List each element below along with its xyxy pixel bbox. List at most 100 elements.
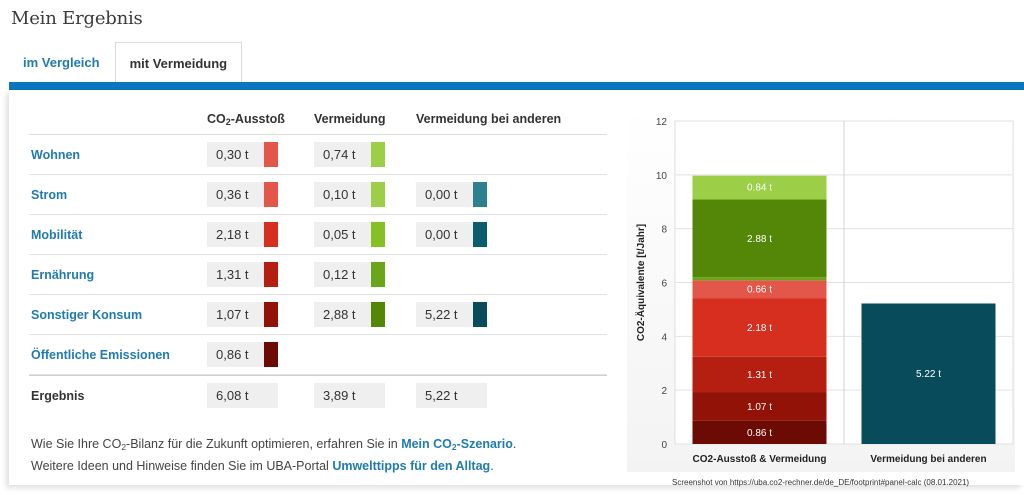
category-link[interactable]: Strom bbox=[31, 187, 68, 202]
ausstoss-value: 1,07 t bbox=[207, 302, 264, 327]
y-tick-label: 4 bbox=[661, 332, 667, 343]
vermeidung-value: 0,05 t bbox=[314, 222, 371, 247]
result-table: CO2-Ausstoß Vermeidung Vermeidung bei an… bbox=[29, 104, 607, 415]
ausstoss-value: 0,86 t bbox=[207, 342, 264, 367]
result-tabs: im Vergleich mit Vermeidung bbox=[8, 42, 243, 83]
bar-segment bbox=[861, 303, 996, 444]
total-ausstoss: 6,08 t bbox=[207, 383, 278, 408]
bar-data-label: 1.31 t bbox=[747, 370, 772, 381]
bar-data-label: 2.18 t bbox=[747, 323, 772, 334]
andere-value: 0,00 t bbox=[416, 182, 473, 207]
vermeidung-cell: 0,74 t bbox=[314, 142, 416, 167]
stacked-bar-chart: 0 2 4 6 8 10 12 CO2-Äquivalente [t/Jahr] 0.86 t 1… bbox=[634, 117, 1014, 465]
category-link[interactable]: Sonstiger Konsum bbox=[31, 307, 143, 322]
andere-color-swatch bbox=[473, 182, 487, 207]
andere-value: 0,00 t bbox=[416, 222, 473, 247]
x-tick-label: Vermeidung bei anderen bbox=[870, 454, 986, 465]
ausstoss-cell: 2,18 t bbox=[207, 222, 314, 247]
bar-segment bbox=[692, 356, 827, 393]
andere-color-swatch bbox=[473, 302, 487, 327]
table-row-total: Ergebnis 6,08 t 3,89 t 5,22 t bbox=[29, 375, 607, 415]
table-row: Öffentliche Emissionen 0,86 t bbox=[29, 335, 607, 375]
vermeidung-value: 0,74 t bbox=[314, 142, 371, 167]
table-row: Mobilität 2,18 t 0,05 t 0,00 t bbox=[29, 215, 607, 255]
vermeidung-color-swatch bbox=[371, 182, 385, 207]
vermeidung-value: 0,12 t bbox=[314, 262, 371, 287]
y-axis-label: CO2-Äquivalente [t/Jahr] bbox=[634, 224, 647, 341]
link-mein-co2-szenario[interactable]: Mein CO2-Szenario bbox=[401, 437, 513, 452]
tab-mit-vermeidung[interactable]: mit Vermeidung bbox=[114, 42, 243, 83]
hint-text: Wie Sie Ihre CO2-Bilanz für die Zukunft … bbox=[31, 435, 516, 476]
table-row: Ernährung 1,31 t 0,12 t bbox=[29, 255, 607, 295]
hint-line-1: Wie Sie Ihre CO2-Bilanz für die Zukunft … bbox=[31, 437, 517, 452]
header-vermeidung-andere: Vermeidung bei anderen bbox=[416, 112, 562, 126]
ausstoss-cell: 1,07 t bbox=[207, 302, 314, 327]
bar-data-label: 0.84 t bbox=[747, 182, 772, 193]
y-tick-label: 12 bbox=[656, 117, 668, 128]
ausstoss-color-swatch bbox=[264, 262, 278, 287]
hint-line-2: Weitere Ideen und Hinweise finden Sie im… bbox=[31, 459, 494, 473]
bar-data-label: 0.86 t bbox=[747, 428, 772, 439]
andere-color-swatch bbox=[473, 222, 487, 247]
vermeidung-cell: 0,10 t bbox=[314, 182, 416, 207]
ausstoss-value: 2,18 t bbox=[207, 222, 264, 247]
ausstoss-color-swatch bbox=[264, 182, 278, 207]
vermeidung-color-swatch bbox=[371, 302, 385, 327]
vermeidung-cell: 0,05 t bbox=[314, 222, 416, 247]
vermeidung-cell: 2,88 t bbox=[314, 302, 416, 327]
bar-data-label: 0.66 t bbox=[747, 285, 772, 296]
tab-im-vergleich[interactable]: im Vergleich bbox=[23, 54, 100, 70]
ausstoss-value: 1,31 t bbox=[207, 262, 264, 287]
ausstoss-cell: 0,86 t bbox=[207, 342, 314, 367]
table-row: Wohnen 0,30 t 0,74 t bbox=[29, 135, 607, 175]
category-link[interactable]: Wohnen bbox=[31, 147, 81, 162]
bar-segment bbox=[692, 199, 827, 278]
table-header: CO2-Ausstoß Vermeidung Vermeidung bei an… bbox=[29, 104, 607, 135]
ausstoss-cell: 1,31 t bbox=[207, 262, 314, 287]
bar-segment bbox=[692, 277, 827, 281]
bar-segment bbox=[692, 392, 827, 421]
y-tick-label: 8 bbox=[661, 225, 667, 236]
header-co2-ausstoss: CO2-Ausstoß bbox=[207, 111, 285, 127]
category-link[interactable]: Öffentliche Emissionen bbox=[31, 347, 170, 362]
vermeidung-color-swatch bbox=[371, 262, 385, 287]
ausstoss-cell: 0,36 t bbox=[207, 182, 314, 207]
x-tick-label: CO2-Ausstoß & Vermeidung bbox=[693, 454, 827, 465]
header-vermeidung: Vermeidung bbox=[314, 112, 386, 126]
screenshot-credit: Screenshot von https://uba.co2-rechner.d… bbox=[672, 478, 970, 487]
andere-cell: 0,00 t bbox=[416, 222, 586, 247]
andere-cell: 0,00 t bbox=[416, 182, 586, 207]
ausstoss-cell: 0,30 t bbox=[207, 142, 314, 167]
andere-cell: 5,22 t bbox=[416, 302, 586, 327]
ausstoss-value: 0,36 t bbox=[207, 182, 264, 207]
bar-segment bbox=[692, 175, 827, 199]
vermeidung-color-swatch bbox=[371, 222, 385, 247]
vermeidung-cell: 0,12 t bbox=[314, 262, 416, 287]
vermeidung-value: 2,88 t bbox=[314, 302, 371, 327]
category-link[interactable]: Mobilität bbox=[31, 227, 83, 242]
category-link[interactable]: Ernährung bbox=[31, 267, 95, 282]
bar-segment bbox=[692, 280, 827, 299]
andere-value: 5,22 t bbox=[416, 302, 473, 327]
vermeidung-color-swatch bbox=[371, 142, 385, 167]
link-umwelttipps[interactable]: Umwelttipps für den Alltag bbox=[332, 459, 491, 473]
bar-data-label: 1.07 t bbox=[747, 402, 772, 413]
ausstoss-color-swatch bbox=[264, 222, 278, 247]
ausstoss-color-swatch bbox=[264, 342, 278, 367]
tab-content-top-bar bbox=[9, 82, 1024, 90]
vermeidung-value: 0,10 t bbox=[314, 182, 371, 207]
page-title: Mein Ergebnis bbox=[11, 8, 143, 29]
y-tick-label: 10 bbox=[656, 171, 668, 182]
ausstoss-value: 0,30 t bbox=[207, 142, 264, 167]
table-body: Wohnen 0,30 t 0,74 t Strom 0,36 t 0,10 t 0,00 … bbox=[29, 135, 607, 375]
y-tick-label: 0 bbox=[661, 440, 667, 451]
table-row: Strom 0,36 t 0,10 t 0,00 t bbox=[29, 175, 607, 215]
total-andere: 5,22 t bbox=[416, 383, 487, 408]
ausstoss-color-swatch bbox=[264, 142, 278, 167]
bar-segment bbox=[692, 198, 827, 200]
bar-data-label: 5.22 t bbox=[916, 369, 941, 380]
total-label: Ergebnis bbox=[31, 388, 85, 403]
bar-data-label: 2.88 t bbox=[747, 234, 772, 245]
y-tick-label: 2 bbox=[661, 386, 667, 397]
bar-segment bbox=[692, 298, 827, 357]
